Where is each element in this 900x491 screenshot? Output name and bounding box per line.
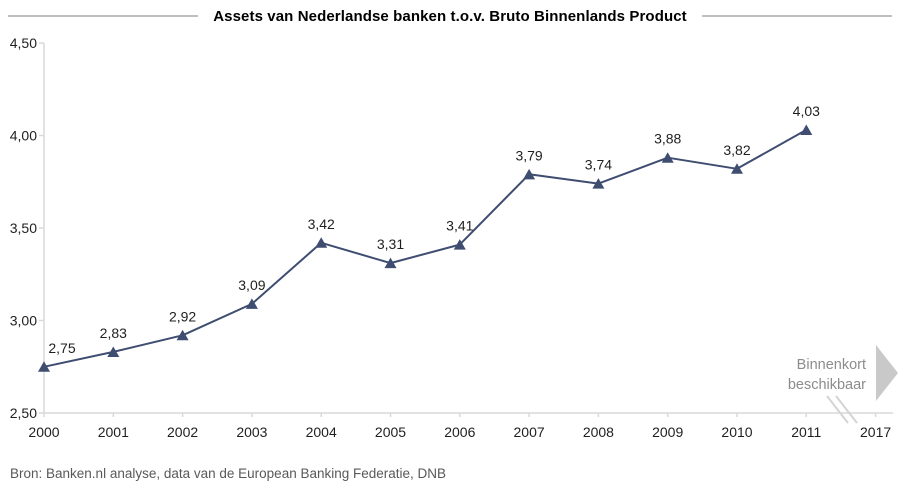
title-rule-left <box>8 15 199 17</box>
data-point-marker <box>315 237 328 248</box>
x-axis-tick-label: 2010 <box>721 424 752 440</box>
y-axis-tick-label: 4,00 <box>10 128 37 144</box>
data-label: 3,82 <box>723 142 750 158</box>
x-axis-tick-label: 2002 <box>167 424 198 440</box>
coming-soon-annotation: Binnenkort beschikbaar <box>788 355 866 395</box>
data-label: 3,74 <box>585 157 612 173</box>
data-label: 2,75 <box>48 340 75 356</box>
x-axis-tick-label: 2007 <box>514 424 545 440</box>
data-label: 2,92 <box>169 308 196 324</box>
chart-svg: 2,50 3,00 3,50 4,00 4,50 2000 2001 2002 2003 2004… <box>10 35 893 440</box>
chart-title: Assets van Nederlandse banken t.o.v. Bru… <box>213 7 687 25</box>
x-axis-tick-label: 2006 <box>444 424 475 440</box>
x-axis-tick-label: 2004 <box>306 424 337 440</box>
x-axis-tick-label: 2005 <box>375 424 406 440</box>
data-point-marker <box>38 361 50 372</box>
axis-break-mark <box>835 395 858 424</box>
x-axis-tick-label: 2011 <box>791 424 821 440</box>
arrow-right-icon <box>876 345 898 401</box>
axis-break-mark <box>826 395 849 424</box>
y-axis-tick-label: 3,00 <box>10 313 37 329</box>
annotation-line-1: Binnenkort <box>796 357 866 373</box>
y-axis-tick-label: 3,50 <box>10 220 37 236</box>
data-point-marker <box>453 239 466 250</box>
data-point-marker <box>661 152 674 163</box>
x-axis-tick-label: 2003 <box>236 424 267 440</box>
annotation-line-2: beschikbaar <box>787 377 866 393</box>
x-axis-tick-label: 2009 <box>652 424 683 440</box>
data-label: 3,88 <box>654 131 681 147</box>
x-axis-tick-label: 2000 <box>28 424 59 440</box>
series-line <box>43 129 807 368</box>
data-label: 3,09 <box>238 277 265 293</box>
data-label: 4,03 <box>793 103 820 119</box>
data-label: 3,42 <box>308 216 335 232</box>
y-axis-tick-label: 4,50 <box>10 35 37 51</box>
data-point-marker <box>800 124 813 135</box>
data-point-marker <box>592 178 605 189</box>
data-label: 3,31 <box>377 236 404 252</box>
data-point-marker <box>384 257 397 269</box>
source-attribution: Bron: Banken.nl analyse, data van de Eur… <box>10 466 447 481</box>
y-axis-tick-label: 2,50 <box>10 405 37 421</box>
x-axis-tick-label: 2008 <box>583 424 614 440</box>
data-label: 3,79 <box>515 147 542 163</box>
x-axis-tick-label: 2001 <box>98 424 129 440</box>
data-point-marker <box>731 163 743 174</box>
data-point-marker <box>523 168 536 180</box>
data-label: 3,41 <box>446 218 473 234</box>
data-point-marker <box>107 346 120 357</box>
title-rule-right <box>701 15 892 17</box>
title-row: Assets van Nederlandse banken t.o.v. Bru… <box>0 3 900 29</box>
x-axis-tick-label: 2017 <box>860 424 891 440</box>
data-label: 2,83 <box>100 325 127 341</box>
data-point-marker <box>176 329 189 341</box>
data-point-marker <box>245 298 258 309</box>
